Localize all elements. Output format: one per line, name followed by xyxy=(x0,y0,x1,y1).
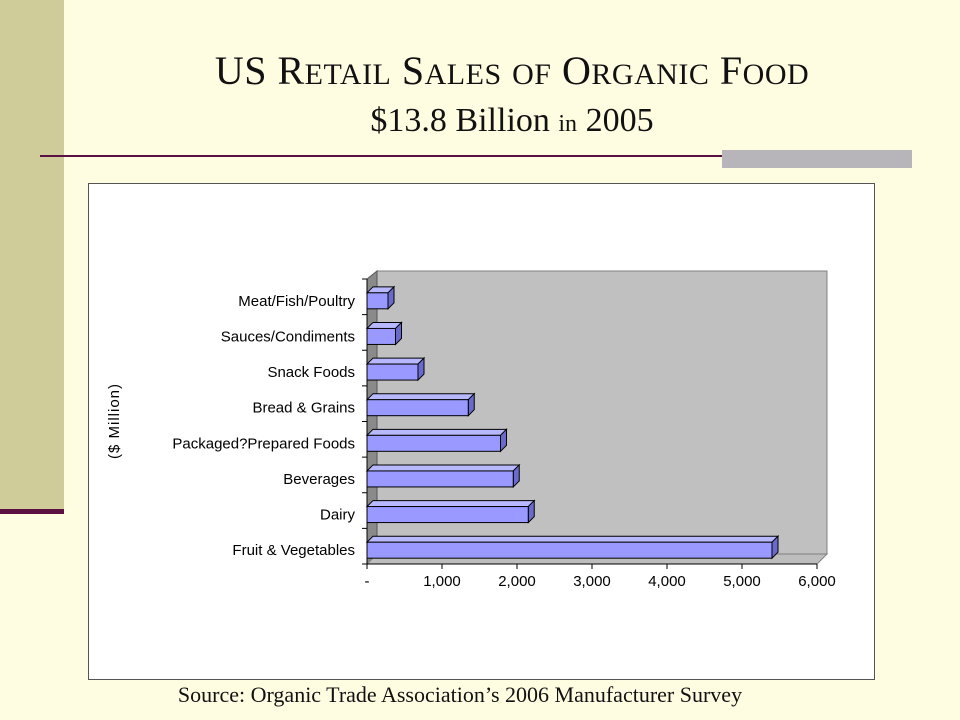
title-rule xyxy=(40,155,912,157)
y-tick-label: Snack Foods xyxy=(267,364,355,381)
x-tick-label: 1,000 xyxy=(423,573,461,590)
y-tick-label: Dairy xyxy=(320,507,356,524)
title-main: US RETAIL SALES OF ORGANIC FOOD xyxy=(64,46,960,100)
y-tick-label: Packaged?Prepared Foods xyxy=(172,435,355,452)
title-word: OF xyxy=(512,58,552,91)
y-tick-label: Meat/Fish/Poultry xyxy=(238,293,355,310)
y-tick-label: Fruit & Vegetables xyxy=(232,542,355,559)
source-note: Source: Organic Trade Association’s 2006… xyxy=(177,682,743,707)
title-word: SALES xyxy=(401,48,502,93)
x-tick-label: - xyxy=(365,573,370,590)
bar xyxy=(366,470,514,488)
x-tick-label: 5,000 xyxy=(723,573,761,590)
x-tick-label: 4,000 xyxy=(648,573,686,590)
subtitle-amount: $13.8 Billion xyxy=(370,102,550,139)
bar xyxy=(366,327,396,345)
y-axis-title: ($ Million) xyxy=(106,383,123,459)
side-accent-bar xyxy=(0,509,64,514)
bar xyxy=(366,541,773,559)
title-word: US xyxy=(214,48,267,93)
subtitle-year: 2005 xyxy=(585,102,654,139)
bar xyxy=(366,292,389,310)
bar-top-face xyxy=(365,464,521,472)
bar-chart: - 1,000 2,000 3,000 4,000 5,000 6,000 Meat/Fish… xyxy=(106,269,836,590)
title-word: RETAIL xyxy=(277,48,392,93)
bar-top-face xyxy=(365,500,536,508)
bar-top-face xyxy=(365,393,476,401)
subtitle-in: in xyxy=(558,111,578,137)
side-strip xyxy=(0,0,64,510)
x-tick-label: 3,000 xyxy=(573,573,611,590)
bar xyxy=(366,506,529,524)
title-subtitle: $13.8 Billion in 2005 xyxy=(64,100,960,145)
y-tick-label: Beverages xyxy=(283,471,355,488)
y-tick-label: Sauces/Condiments xyxy=(221,328,355,345)
bar-top-face xyxy=(365,535,780,543)
bar-top-face xyxy=(365,357,426,365)
x-tick-label: 2,000 xyxy=(498,573,536,590)
slide-title: US RETAIL SALES OF ORGANIC FOOD $13.8 Bi… xyxy=(64,46,960,145)
x-tick-label: 6,000 xyxy=(798,573,836,590)
bar xyxy=(366,363,419,381)
title-word: FOOD xyxy=(719,48,810,93)
bar-top-face xyxy=(365,428,508,436)
bar xyxy=(366,399,469,417)
title-rule-accent xyxy=(722,150,912,168)
chart-frame: - 1,000 2,000 3,000 4,000 5,000 6,000 Meat/Fish… xyxy=(88,183,875,680)
bar xyxy=(366,434,501,452)
title-word: ORGANIC xyxy=(562,48,710,93)
y-tick-label: Bread & Grains xyxy=(252,400,355,417)
